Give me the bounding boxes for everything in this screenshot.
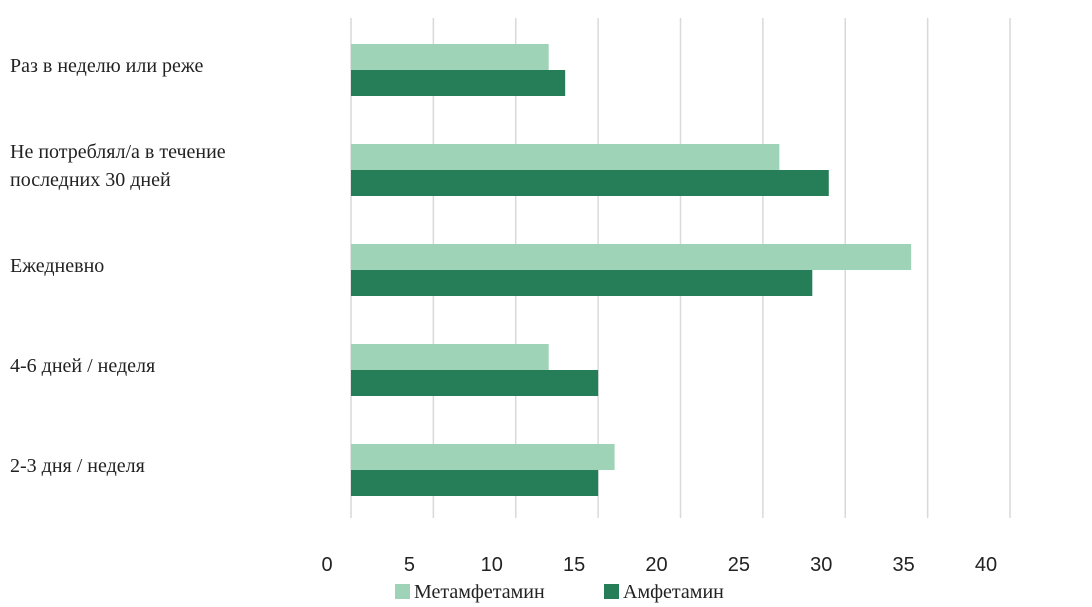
legend-swatch-amphetamine [604, 584, 619, 599]
category-labels: Раз в неделю или реже Не потреблял/а в те… [10, 55, 226, 477]
category-label-1-line-0: Не потреблял/а в течение [10, 141, 226, 163]
bar-amphetamine-3 [351, 370, 599, 396]
bar-amphetamine-4 [351, 470, 599, 496]
category-label-4: 2-3 дня / неделя [10, 455, 145, 477]
x-tick-label-35: 35 [893, 554, 915, 576]
bars [351, 44, 912, 496]
x-tick-label-30: 30 [810, 554, 832, 576]
bar-metamphetamine-1 [351, 144, 780, 170]
bar-metamphetamine-2 [351, 244, 912, 270]
x-tick-label-20: 20 [645, 554, 667, 576]
bar-amphetamine-0 [351, 70, 566, 96]
x-tick-label-5: 5 [404, 554, 415, 576]
bar-metamphetamine-0 [351, 44, 549, 70]
bar-amphetamine-2 [351, 270, 813, 296]
x-tick-label-40: 40 [975, 554, 997, 576]
category-label-1-line-1: последних 30 дней [10, 169, 171, 191]
bar-amphetamine-1 [351, 170, 829, 196]
x-axis-tick-labels: 0 5 10 15 20 25 30 35 40 [321, 554, 997, 576]
x-tick-label-15: 15 [563, 554, 585, 576]
category-label-3: 4-6 дней / неделя [10, 355, 155, 377]
x-tick-label-25: 25 [728, 554, 750, 576]
x-tick-label-10: 10 [481, 554, 503, 576]
x-tick-label-0: 0 [321, 554, 332, 576]
legend-label-amphetamine: Амфетамин [623, 581, 724, 603]
bar-metamphetamine-3 [351, 344, 549, 370]
legend-label-metamphetamine: Метамфетамин [414, 581, 545, 603]
category-label-2: Ежедневно [10, 255, 104, 277]
bar-metamphetamine-4 [351, 444, 615, 470]
category-label-0: Раз в неделю или реже [10, 55, 203, 77]
legend-swatch-metamphetamine [395, 584, 410, 599]
legend: Метамфетамин Амфетамин [395, 581, 724, 603]
